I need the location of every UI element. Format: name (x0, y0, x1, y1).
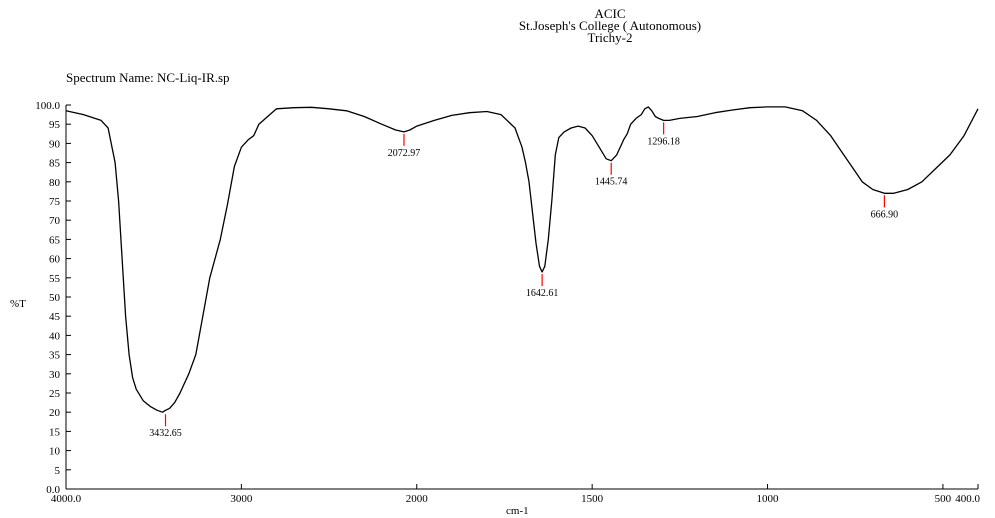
y-tick-label: 55 (49, 273, 61, 285)
y-tick-label: 100.0 (35, 100, 60, 112)
y-tick-label: 35 (49, 350, 61, 362)
y-tick-label: 5 (55, 465, 61, 477)
x-tick-label: 3000 (230, 493, 253, 505)
x-tick-label: 1500 (581, 493, 604, 505)
y-tick-label: 40 (49, 330, 61, 342)
y-tick-label: 80 (49, 177, 61, 189)
peak-label: 3432.65 (149, 428, 182, 439)
y-tick-label: 70 (49, 215, 61, 227)
axes: 100.095908580757065605550454035302520151… (35, 100, 980, 505)
y-tick-label: 85 (49, 158, 61, 170)
y-axis-label: %T (10, 298, 26, 310)
x-tick-label: 2000 (406, 493, 429, 505)
x-tick-label: 500 (935, 493, 952, 505)
y-tick-label: 45 (49, 311, 61, 323)
header-line-2: St.Joseph's College ( Autonomous) (518, 18, 702, 33)
y-tick-label: 15 (49, 426, 61, 438)
peak-label: 2072.97 (388, 148, 421, 159)
y-tick-label: 30 (49, 369, 61, 381)
spectrum-line (65, 106, 979, 413)
x-tick-label: 4000.0 (51, 493, 82, 505)
y-tick-label: 95 (49, 119, 61, 131)
y-tick-label: 75 (49, 196, 61, 208)
y-tick-label: 0.0 (46, 484, 60, 496)
y-tick-label: 50 (49, 292, 61, 304)
peak-labels: 3432.65 2072.97 1642.61 1445.74 1296.18 666.9… (149, 122, 898, 439)
x-tick-label: 1000 (757, 493, 780, 505)
header-line-3: Trichy-2 (587, 30, 633, 45)
peak-label: 1445.74 (595, 177, 628, 188)
y-tick-label: 10 (49, 446, 61, 458)
peak-label: 666.90 (871, 209, 899, 220)
spectrum-name: Spectrum Name: NC-Liq-IR.sp (66, 70, 230, 85)
peak-label: 1296.18 (647, 136, 680, 147)
x-axis-label: cm-1 (506, 505, 529, 517)
series-layer (65, 106, 979, 413)
y-tick-label: 25 (49, 388, 61, 400)
y-tick-label: 20 (49, 407, 61, 419)
peak-label: 1642.61 (526, 288, 559, 299)
x-tick-label: 400.0 (955, 493, 980, 505)
header-line-1: ACIC (594, 6, 626, 21)
y-tick-label: 60 (49, 254, 61, 266)
y-tick-label: 65 (49, 234, 61, 246)
y-tick-label: 90 (49, 138, 61, 150)
